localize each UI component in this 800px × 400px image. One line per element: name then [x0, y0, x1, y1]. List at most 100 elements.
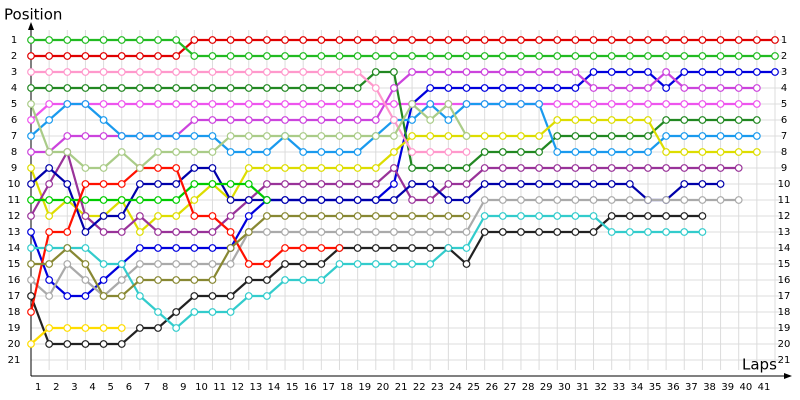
lap-point [408, 180, 416, 188]
lap-point [190, 308, 199, 316]
lap-point [135, 180, 144, 188]
lap-point [27, 180, 35, 188]
lap-point [662, 84, 671, 92]
lap-point [45, 324, 54, 332]
lap-point [517, 196, 525, 204]
lap-point [462, 100, 471, 108]
lap-point [63, 260, 72, 268]
lap-point [263, 212, 271, 220]
lap-point [117, 276, 126, 284]
lap-point [607, 196, 616, 204]
lap-point [27, 164, 35, 172]
lap-point [480, 100, 489, 108]
lap-point [226, 228, 235, 236]
x-tick-label: 29 [540, 382, 553, 393]
lap-point [353, 116, 362, 124]
y-tick-label: 1 [11, 35, 17, 46]
lap-point [353, 84, 362, 92]
lap-point [444, 36, 453, 44]
lap-point [517, 228, 525, 236]
lap-point [172, 244, 181, 252]
lap-point [716, 196, 725, 204]
x-tick-label: 7 [144, 382, 150, 393]
lap-point [190, 84, 199, 92]
lap-point [226, 244, 235, 252]
lap-point [335, 164, 344, 172]
lap-point [81, 180, 90, 188]
lap-point [498, 84, 507, 92]
lap-point [81, 260, 90, 268]
lap-point [263, 164, 271, 172]
lap-point [208, 52, 217, 60]
lap-point [63, 100, 72, 108]
lap-point [27, 260, 35, 268]
lap-point [662, 196, 671, 204]
lap-point [498, 180, 507, 188]
lap-point [27, 36, 35, 44]
lap-point [716, 164, 725, 172]
lap-point [208, 36, 217, 44]
lap-point [517, 36, 525, 44]
lap-point [734, 164, 743, 172]
lap-point [154, 52, 162, 60]
lap-point [190, 276, 199, 284]
lap-point [480, 164, 489, 172]
lap-point [517, 164, 525, 172]
x-tick-label: 18 [340, 382, 353, 393]
lap-point [625, 196, 634, 204]
lap-point [462, 244, 471, 252]
lap-point [172, 68, 181, 76]
lap-point [371, 52, 380, 60]
y-tick-label-right: 6 [781, 115, 787, 126]
lap-point [716, 148, 725, 156]
lap-point [535, 148, 543, 156]
lap-point [644, 36, 652, 44]
lap-point [734, 132, 743, 140]
lap-point [244, 68, 253, 76]
lap-point [154, 100, 162, 108]
x-tick-label: 3 [71, 382, 77, 393]
lap-point [698, 148, 707, 156]
lap-point [644, 68, 652, 76]
lap-point [190, 212, 199, 220]
lap-point [281, 260, 289, 268]
lap-point [734, 36, 743, 44]
lap-point [299, 164, 308, 172]
lap-point [208, 164, 217, 172]
lap-point [281, 212, 289, 220]
lap-point [462, 164, 471, 172]
lap-point [117, 324, 126, 332]
lap-point [45, 292, 54, 300]
lap-point [99, 132, 108, 140]
lap-point [426, 148, 435, 156]
lap-point [444, 100, 453, 108]
lap-point [771, 52, 779, 60]
lap-point [353, 196, 362, 204]
lap-point [589, 132, 598, 140]
lap-point [208, 84, 217, 92]
lap-point [63, 132, 72, 140]
lap-point [299, 36, 308, 44]
lap-point [81, 84, 90, 92]
lap-point [426, 116, 435, 124]
lap-point [498, 36, 507, 44]
x-tick-label: 14 [268, 382, 281, 393]
lap-point [154, 244, 162, 252]
lap-point [408, 164, 416, 172]
lap-point [371, 36, 380, 44]
lap-point [63, 180, 72, 188]
lap-point [244, 100, 253, 108]
lap-point [317, 228, 326, 236]
x-tick-label: 33 [612, 382, 625, 393]
x-tick-label: 26 [485, 382, 498, 393]
lap-point [680, 164, 689, 172]
lap-point [190, 116, 199, 124]
lap-point [462, 36, 471, 44]
y-tick-label: 5 [11, 99, 17, 110]
lap-point [117, 180, 126, 188]
lap-point [752, 52, 761, 60]
lap-point [752, 116, 761, 124]
lap-point [226, 308, 235, 316]
lap-point [317, 116, 326, 124]
